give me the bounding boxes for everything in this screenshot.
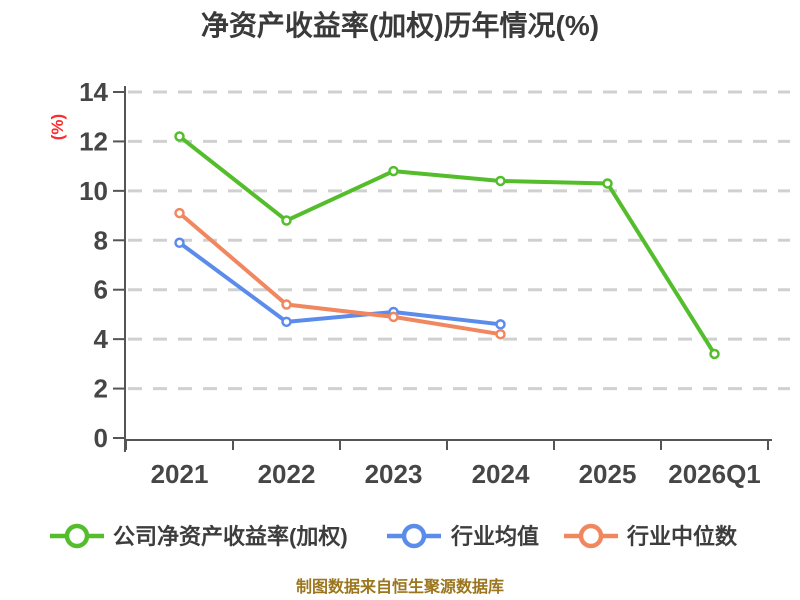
gridline-layer <box>128 90 790 391</box>
data-point-industry-average-2024 <box>495 319 506 330</box>
legend-label: 行业均值 <box>450 524 539 549</box>
data-point-company-roe-weighted-2022 <box>281 215 292 226</box>
axis-layer: 0 2 4 6 8 10 12 14 2021 2022 2023 2024 2025 2026Q1 <box>79 77 772 489</box>
legend-marker-circle <box>578 523 604 549</box>
y-tick-label: 2 <box>94 374 108 404</box>
data-point-industry-average-2021 <box>174 237 185 249</box>
y-tick-label: 10 <box>79 176 108 206</box>
chart-title: 净资产收益率(加权)历年情况(%) <box>201 9 599 41</box>
y-tick-label: 4 <box>94 324 109 354</box>
y-tick-label: 14 <box>79 77 108 107</box>
data-point-industry-median-2022 <box>281 299 292 310</box>
x-tick-label: 2022 <box>258 459 316 489</box>
data-point-company-roe-weighted-2024 <box>495 175 506 187</box>
data-point-company-roe-weighted-2023 <box>388 165 399 177</box>
data-point-industry-median-2023 <box>388 311 399 323</box>
y-axis-unit-label: (%) <box>48 114 67 140</box>
legend-marker-circle <box>64 523 90 549</box>
legend-label: 行业中位数 <box>626 524 738 549</box>
legend-item-industry-median[interactable]: 行业中位数 <box>564 523 738 549</box>
x-tick-label: 2023 <box>365 459 423 489</box>
y-tick-label: 8 <box>94 225 108 255</box>
y-tick-label: 6 <box>94 275 108 305</box>
data-point-company-roe-weighted-2021 <box>174 131 185 142</box>
data-point-industry-median-2021 <box>174 207 185 219</box>
data-point-industry-average-2022 <box>281 316 292 328</box>
legend-item-company-roe-weighted[interactable]: 公司净资产收益率(加权) <box>50 523 348 549</box>
y-tick-label: 12 <box>79 126 108 156</box>
x-tick-label: 2021 <box>151 459 209 489</box>
footer-note: 制图数据来自恒生聚源数据库 <box>296 577 504 596</box>
series-line-company-roe-weighted <box>177 134 717 356</box>
x-tick-label: 2026Q1 <box>668 459 761 489</box>
series-layer <box>174 131 720 360</box>
legend-label: 公司净资产收益率(加权) <box>113 524 348 549</box>
x-tick-label: 2024 <box>472 459 530 489</box>
data-point-company-roe-weighted-2025 <box>602 178 613 189</box>
series-line-industry-median <box>177 211 503 337</box>
x-tick-label: 2025 <box>579 459 637 489</box>
data-point-industry-median-2024 <box>495 328 506 340</box>
legend-marker-circle <box>401 523 427 549</box>
y-tick-label: 0 <box>94 423 108 453</box>
legend: 公司净资产收益率(加权) 行业均值 行业中位数 <box>50 523 738 549</box>
legend-item-industry-average[interactable]: 行业均值 <box>387 523 539 549</box>
series-line-industry-average <box>177 240 503 327</box>
data-point-company-roe-weighted-2026Q1 <box>709 348 720 360</box>
